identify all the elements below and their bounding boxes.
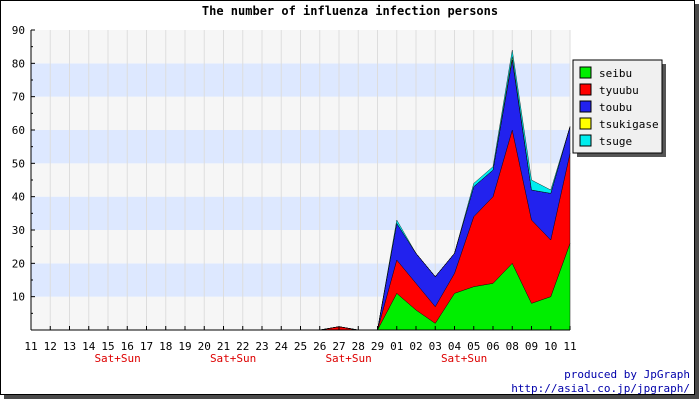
y-tick-label: 60 [12,124,25,137]
chart-title: The number of influenza infection person… [202,4,498,18]
x-tick-label: 16 [121,340,134,353]
x-tick-label: 02 [409,340,422,353]
x-tick-label: 03 [429,340,442,353]
x-tick-label: 11 [24,340,37,353]
footer-url: http://asial.co.jp/jpgraph/ [511,382,690,395]
weekend-markers: Sat+Sun Sat+Sun Sat+Sun Sat+Sun [94,352,487,365]
x-tick-label: 05 [467,340,480,353]
y-tick-label: 40 [12,191,25,204]
x-tick-label: 29 [371,340,384,353]
legend-label-tsuge: tsuge [599,135,632,148]
x-tick-label: 27 [332,340,345,353]
x-tick-label: 25 [294,340,307,353]
x-tick-label: 12 [44,340,57,353]
x-tick-label: 28 [352,340,365,353]
weekend-label: Sat+Sun [441,352,487,365]
y-tick-label: 10 [12,291,25,304]
x-tick-label: 15 [101,340,114,353]
x-tick-label: 19 [178,340,191,353]
x-tick-label: 22 [236,340,249,353]
legend-swatch-tyuubu [579,83,592,96]
y-tick-label: 90 [12,24,25,37]
legend-swatch-tsukigase [579,117,592,130]
legend-label-toubu: toubu [599,101,632,114]
y-tick-label: 20 [12,257,25,270]
y-tick-label: 50 [12,157,25,170]
y-tick-label: 30 [12,224,25,237]
x-tick-label: 23 [255,340,268,353]
x-tick-label: 18 [159,340,172,353]
y-tick-label: 70 [12,91,25,104]
legend-swatch-seibu [579,66,592,79]
legend-label-seibu: seibu [599,67,632,80]
x-tick-label: 10 [544,340,557,353]
x-tick-label: 24 [275,340,289,353]
legend-swatch-tsuge [579,134,592,147]
weekend-label: Sat+Sun [94,352,140,365]
legend-swatch-toubu [579,100,592,113]
legend: seibu tyuubu toubu tsukigase tsuge [572,59,666,157]
x-tick-label: 20 [198,340,211,353]
x-tick-label: 04 [448,340,462,353]
x-tick-label: 14 [82,340,96,353]
x-tick-label: 09 [525,340,538,353]
x-axis-ticks: 11 12 13 14 15 16 17 18 19 20 21 22 23 24 25 26 27 28 29 01… [24,326,577,353]
legend-label-tyuubu: tyuubu [599,84,639,97]
weekend-label: Sat+Sun [210,352,256,365]
y-axis-ticks: 10 20 30 40 50 60 70 80 90 [12,24,35,314]
weekend-label: Sat+Sun [325,352,371,365]
footer-credit: produced by JpGraph [564,368,690,381]
x-tick-label: 13 [63,340,76,353]
x-tick-label: 11 [563,340,576,353]
x-tick-label: 26 [313,340,326,353]
x-tick-label: 08 [506,340,519,353]
y-tick-label: 80 [12,57,25,70]
x-tick-label: 06 [486,340,499,353]
legend-label-tsukigase: tsukigase [599,118,659,131]
x-tick-label: 21 [217,340,230,353]
x-tick-label: 01 [390,340,403,353]
x-tick-label: 17 [140,340,153,353]
